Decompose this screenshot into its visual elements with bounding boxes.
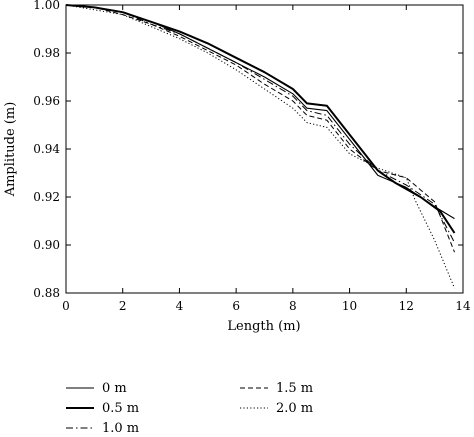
series-line-1 bbox=[65, 4, 455, 220]
series-line-2 bbox=[65, 4, 456, 234]
y-axis-ticks: 0.88 0.90 0.92 0.94 0.96 0.98 1.00 bbox=[33, 0, 463, 300]
y-tick-label: 0.88 bbox=[33, 286, 60, 300]
series-line-3 bbox=[65, 4, 455, 243]
x-tick-label: 8 bbox=[289, 299, 297, 313]
x-tick-label: 10 bbox=[342, 299, 357, 313]
y-tick-label: 1.00 bbox=[33, 0, 60, 12]
y-axis-label: Amplitude (m) bbox=[3, 102, 18, 198]
series-line-5 bbox=[65, 4, 455, 289]
x-tick-label: 14 bbox=[455, 299, 471, 313]
legend: 0 m 0.5 m 1.0 m 1.5 m 2.0 m bbox=[66, 381, 313, 436]
y-tick-label: 0.96 bbox=[33, 94, 60, 108]
legend-label-2: 0.5 m bbox=[102, 401, 139, 416]
y-tick-label: 0.98 bbox=[33, 46, 60, 60]
plot-frame bbox=[65, 4, 464, 294]
series-line-4 bbox=[65, 4, 455, 253]
x-tick-label: 12 bbox=[399, 299, 414, 313]
x-tick-label: 4 bbox=[176, 299, 184, 313]
y-tick-label: 0.94 bbox=[33, 142, 60, 156]
y-tick-label: 0.90 bbox=[33, 238, 60, 252]
x-tick-label: 6 bbox=[232, 299, 240, 313]
legend-label-4: 1.5 m bbox=[276, 381, 313, 396]
legend-label-5: 2.0 m bbox=[276, 401, 313, 416]
legend-label-3: 1.0 m bbox=[102, 421, 139, 436]
series-layer bbox=[65, 4, 456, 289]
x-tick-label: 2 bbox=[119, 299, 127, 313]
x-tick-label: 0 bbox=[62, 299, 70, 313]
x-axis-ticks: 0 2 4 6 8 10 12 14 bbox=[62, 5, 471, 313]
legend-label-1: 0 m bbox=[102, 381, 127, 396]
y-tick-label: 0.92 bbox=[33, 190, 60, 204]
x-axis-label: Length (m) bbox=[227, 319, 300, 334]
